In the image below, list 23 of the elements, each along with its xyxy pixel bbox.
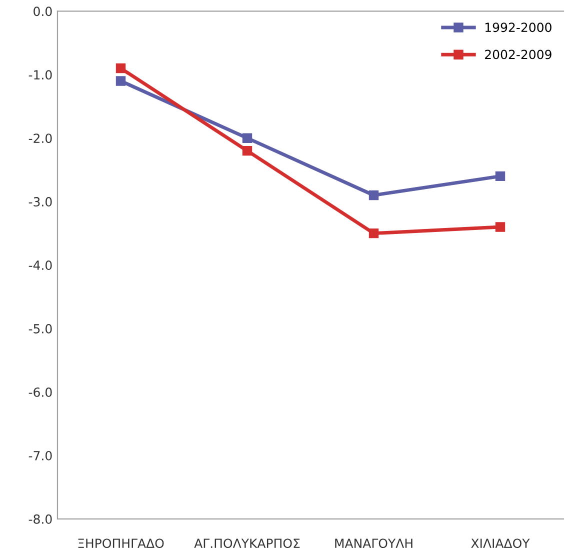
x-tick-label: ΑΓ.ΠΟΛΥΚΑΡΠΟΣ	[194, 538, 300, 548]
x-tick-label: ΧΙΛΙΑΔΟΥ	[471, 538, 530, 548]
y-tick-label: 0.0	[34, 6, 52, 16]
point	[368, 228, 379, 238]
y-tick-label: -6.0	[28, 387, 52, 397]
point	[242, 146, 252, 156]
y-tick-label: -5.0	[28, 324, 52, 334]
point	[116, 63, 126, 74]
x-tick-label: ΞΗΡΟΠΗΓΑΔΟ	[78, 538, 164, 548]
point	[242, 133, 252, 143]
point	[368, 190, 379, 200]
y-tick-label: -4.0	[28, 260, 52, 270]
point	[495, 171, 506, 182]
legend-label: 1992-2000	[485, 22, 552, 32]
y-tick-label: -7.0	[28, 450, 52, 460]
y-tick-label: -2.0	[28, 134, 52, 144]
y-tick-label: -1.0	[28, 70, 52, 80]
point	[116, 76, 126, 86]
point	[495, 222, 506, 232]
y-tick-label: -8.0	[28, 514, 52, 524]
legend-label: 2002-2009	[485, 50, 552, 60]
y-tick-label: -3.0	[28, 197, 52, 207]
x-tick-label: ΜΑΝΑΓΟΥΛΗ	[335, 538, 412, 548]
